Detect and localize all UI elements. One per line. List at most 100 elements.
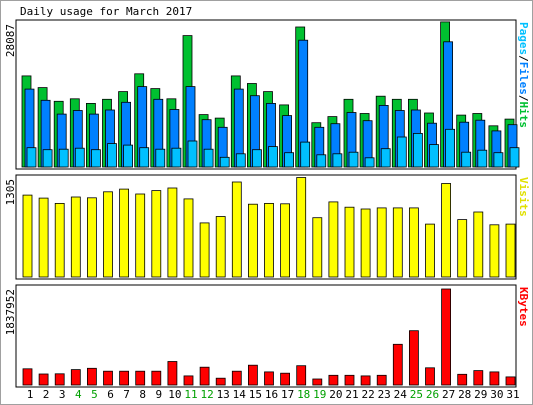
x-tick-label: 29 [474, 388, 487, 401]
bar-kbytes-kbytes-day-14 [231, 370, 242, 386]
ymax-label-kbytes: 1837952 [4, 289, 17, 335]
bar-kbytes-kbytes-day-28 [457, 373, 468, 386]
bar-visits-visits-day-3 [54, 202, 65, 278]
bar-kbytes-kbytes-day-17 [280, 372, 291, 386]
bar-visits-visits-day-25 [408, 207, 419, 278]
ymax-label-visits: 1305 [4, 179, 17, 206]
bar-kbytes-kbytes-day-5 [87, 367, 97, 386]
bar-hits-pages-day-20 [332, 153, 343, 168]
bar-hits-pages-day-13 [219, 156, 230, 168]
ymax-label-hits: 28087 [4, 24, 17, 57]
bar-hits-pages-day-7 [123, 144, 133, 168]
x-axis-day-labels: 1 2 3 4 5 6 7 8 9 10 11 12 13 14 15 16 17 18 19 20 21 22 23 24 2… [27, 388, 520, 401]
bar-visits-visits-day-6 [103, 191, 113, 278]
bar-visits-visits-day-16 [264, 202, 274, 278]
bar-kbytes-kbytes-day-8 [135, 370, 146, 386]
bar-hits-pages-day-16 [268, 146, 278, 168]
bar-visits-visits-day-18 [296, 177, 307, 278]
x-tick-label: 24 [394, 388, 408, 401]
bar-hits-pages-day-30 [493, 152, 504, 168]
panel-hits: 28087 Pages/Files/Hits [4, 19, 530, 170]
bar-kbytes-kbytes-day-9 [151, 370, 162, 386]
bar-hits-pages-day-29 [477, 149, 488, 168]
bar-hits-pages-day-21 [348, 151, 359, 168]
x-tick-label: 25 [410, 388, 423, 401]
x-tick-label: 14 [233, 388, 247, 401]
x-tick-label: 1 [27, 388, 34, 401]
legend-item-hits-3: / [517, 95, 530, 102]
bar-kbytes-kbytes-day-26 [425, 367, 435, 386]
bar-visits-visits-day-28 [457, 219, 468, 278]
bar-visits-visits-day-7 [119, 188, 129, 278]
bar-hits-pages-day-5 [91, 149, 101, 168]
bar-kbytes-kbytes-day-10 [167, 361, 178, 386]
bar-kbytes-kbytes-day-27 [441, 288, 452, 386]
bar-visits-visits-day-19 [312, 217, 323, 278]
bar-visits-visits-day-10 [167, 187, 178, 278]
x-tick-label: 26 [426, 388, 439, 401]
bar-hits-pages-day-27 [445, 128, 456, 168]
bar-visits-visits-day-30 [489, 224, 500, 278]
bar-kbytes-kbytes-day-22 [360, 375, 371, 386]
bar-visits-visits-day-31 [505, 223, 516, 278]
x-tick-label: 8 [139, 388, 146, 401]
bar-kbytes-kbytes-day-30 [489, 371, 500, 386]
x-tick-label: 28 [458, 388, 471, 401]
bar-hits-pages-day-3 [58, 148, 69, 168]
bar-hits-pages-day-2 [42, 149, 53, 168]
x-tick-label: 31 [506, 388, 519, 401]
x-tick-label: 22 [361, 388, 374, 401]
bar-visits-visits-day-12 [199, 222, 210, 278]
bar-hits-pages-day-17 [284, 152, 295, 168]
x-tick-label: 2 [43, 388, 50, 401]
bar-kbytes-kbytes-day-7 [119, 370, 129, 386]
bar-kbytes-kbytes-day-13 [215, 377, 226, 386]
legend-item-kbytes-0: KBytes [517, 287, 530, 327]
bar-hits-pages-day-11 [187, 140, 198, 168]
bar-kbytes-kbytes-day-12 [199, 366, 210, 386]
legend-kbytes: KBytes [517, 287, 530, 327]
x-tick-label: 16 [265, 388, 278, 401]
bar-visits-visits-day-1 [22, 194, 33, 278]
bar-kbytes-kbytes-day-31 [505, 376, 516, 386]
bar-visits-visits-day-14 [231, 181, 242, 278]
bar-hits-pages-day-4 [74, 147, 85, 168]
bar-hits-pages-day-9 [155, 148, 166, 168]
x-tick-label: 4 [75, 388, 82, 401]
bar-kbytes-kbytes-day-1 [22, 368, 33, 386]
x-tick-label: 13 [217, 388, 230, 401]
bar-hits-pages-day-1 [26, 147, 37, 168]
legend-item-hits-4: Hits [517, 102, 530, 129]
bar-visits-visits-day-26 [425, 223, 435, 278]
bar-visits-visits-day-5 [87, 197, 97, 278]
x-tick-label: 6 [107, 388, 114, 401]
bar-hits-pages-day-31 [509, 147, 520, 168]
bar-kbytes-kbytes-day-11 [183, 375, 194, 386]
bar-visits-visits-day-17 [280, 203, 291, 278]
bar-visits-visits-day-27 [441, 183, 452, 278]
x-tick-label: 30 [490, 388, 503, 401]
legend-item-visits-0: Visits [517, 177, 530, 217]
x-tick-label: 17 [281, 388, 294, 401]
bar-kbytes-kbytes-day-16 [264, 371, 274, 386]
bar-visits-visits-day-9 [151, 190, 162, 278]
x-tick-label: 12 [200, 388, 213, 401]
x-tick-label: 11 [184, 388, 197, 401]
bar-hits-pages-day-24 [396, 136, 407, 168]
chart-title: Daily usage for March 2017 [20, 5, 192, 18]
bar-kbytes-kbytes-day-3 [54, 373, 65, 386]
legend-item-hits-2: Files [517, 62, 530, 95]
x-tick-label: 7 [123, 388, 130, 401]
x-tick-label: 27 [442, 388, 455, 401]
bar-hits-pages-day-10 [171, 147, 182, 168]
legend-item-hits-1: / [517, 55, 530, 62]
bar-hits-pages-day-22 [364, 157, 375, 168]
x-tick-label: 20 [329, 388, 342, 401]
bar-hits-pages-day-25 [412, 132, 423, 168]
bar-kbytes-kbytes-day-20 [328, 374, 339, 386]
bar-visits-visits-day-2 [38, 197, 49, 278]
x-tick-label: 21 [345, 388, 358, 401]
x-tick-label: 18 [297, 388, 310, 401]
x-tick-label: 5 [91, 388, 98, 401]
